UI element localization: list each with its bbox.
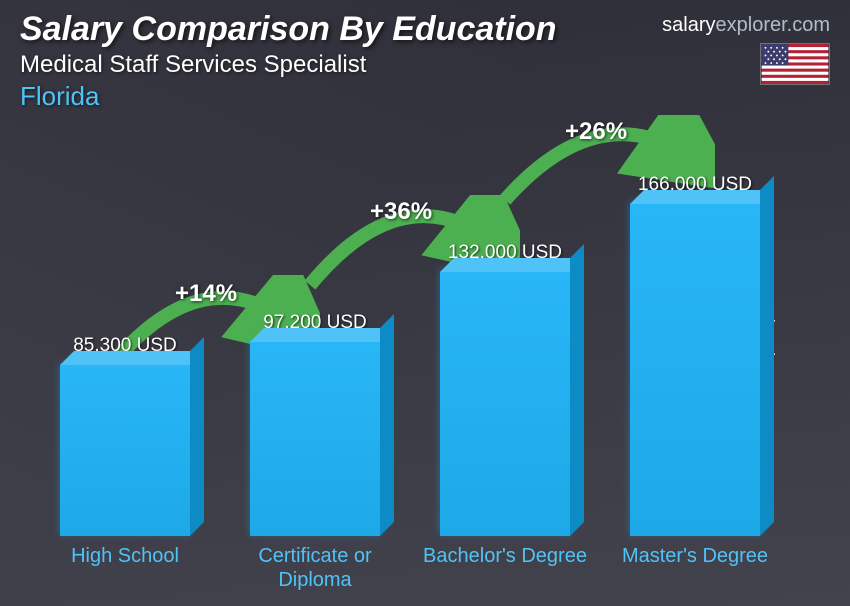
bar-3 [440, 272, 570, 536]
bar-group-3: 132,000 USD Bachelor's Degree [421, 242, 588, 536]
brand-part1: salary [662, 14, 715, 36]
brand-tld: .com [787, 14, 830, 36]
page-location: Florida [20, 81, 830, 112]
brand-block: salaryexplorer.com [662, 14, 830, 85]
bar-2 [250, 342, 380, 536]
flag-icon [760, 43, 830, 85]
bar-group-1: 85,300 USD High School [41, 335, 208, 536]
brand-part2: explorer [716, 14, 787, 36]
chart-area: +14% +36% +26% 85,300 USD High School 97… [30, 130, 790, 586]
bar-4 [630, 204, 760, 536]
bar-label-1: High School [40, 544, 210, 568]
bar-group-2: 97,200 USD Certificate or Diploma [231, 312, 398, 536]
brand-name: salaryexplorer.com [662, 14, 830, 37]
bar-label-4: Master's Degree [610, 544, 780, 568]
bars-container: 85,300 USD High School 97,200 USD Certif… [30, 156, 790, 536]
bar-label-3: Bachelor's Degree [420, 544, 590, 568]
bar-group-4: 166,000 USD Master's Degree [611, 174, 778, 536]
bar-1 [60, 365, 190, 536]
increase-label-3: +26% [565, 118, 627, 146]
bar-label-2: Certificate or Diploma [230, 544, 400, 592]
